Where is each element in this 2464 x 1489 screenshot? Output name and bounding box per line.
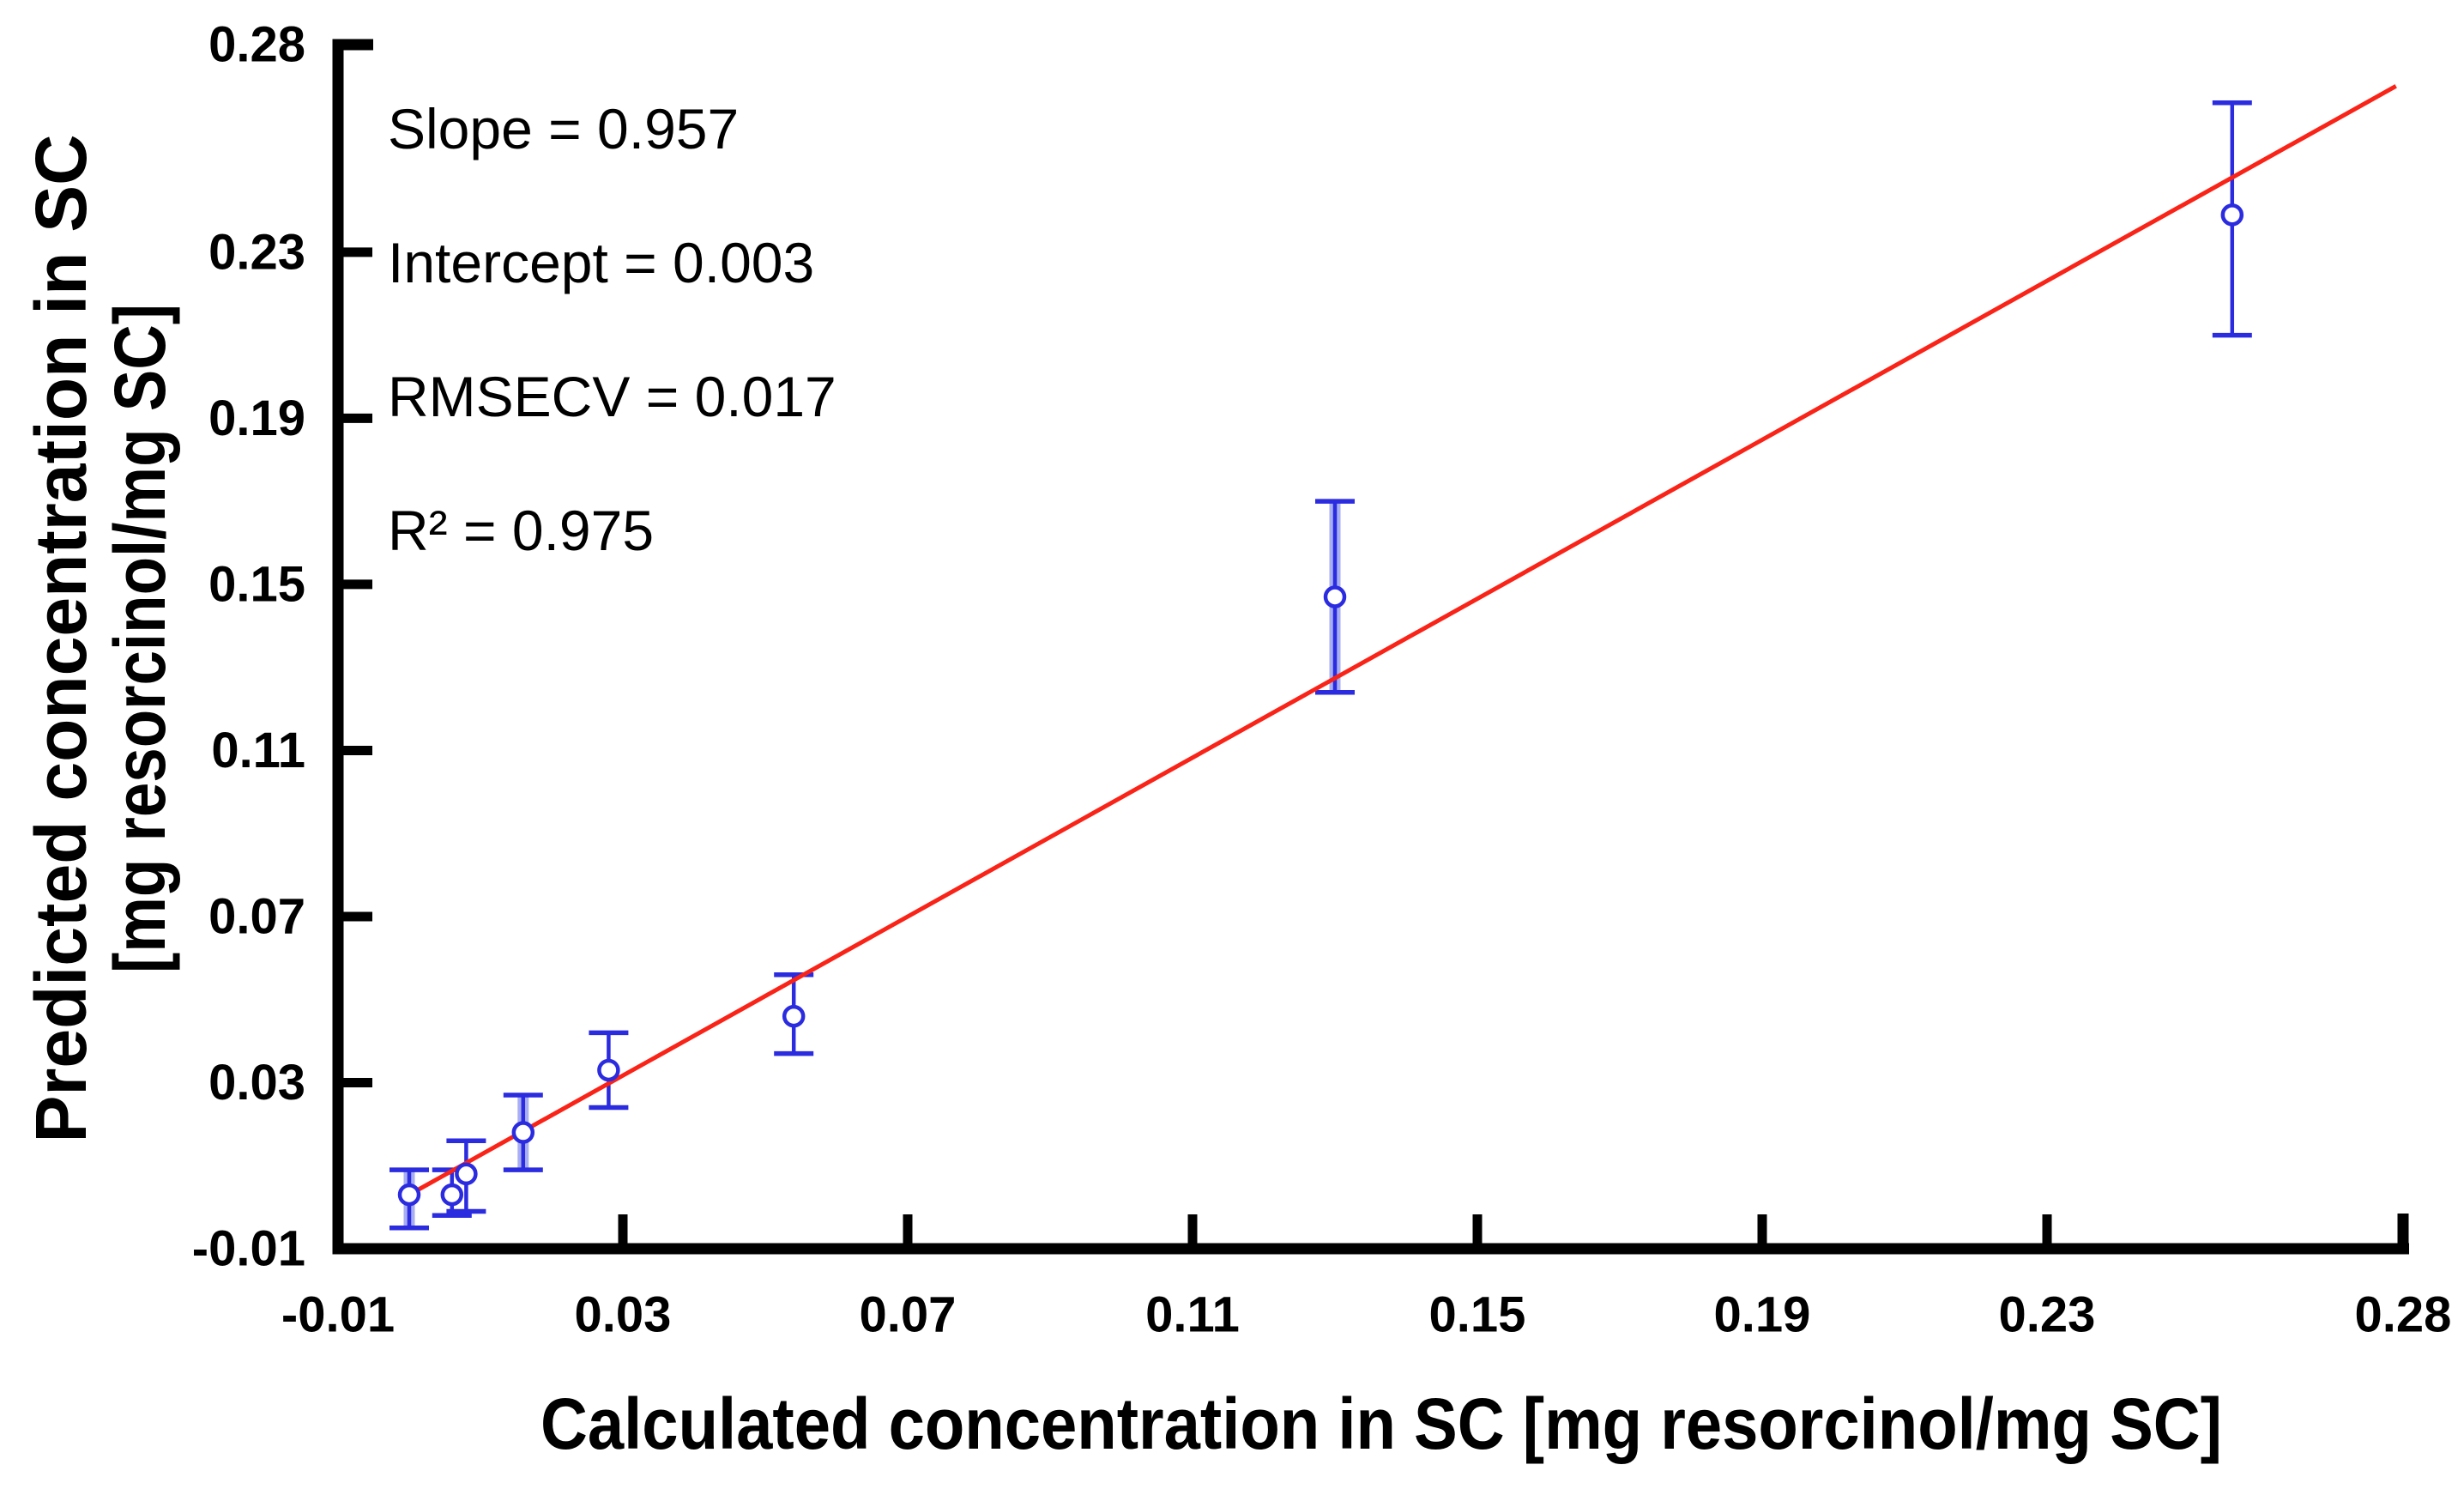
y-tick-label: 0.11 — [211, 723, 305, 778]
data-point-marker — [1323, 585, 1347, 608]
x-tick-label: 0.19 — [1714, 1287, 1811, 1343]
y-tick-label: 0.19 — [208, 390, 305, 446]
x-tick-label: 0.23 — [1999, 1287, 2096, 1343]
annotation-slope: Slope = 0.957 — [388, 97, 739, 160]
annotation-r-squared: R² = 0.975 — [388, 499, 654, 562]
tick-labels: -0.01 0.03 0.07 0.11 0.15 0.19 0.23 0.28 -0.01 0.… — [192, 17, 2452, 1343]
annotation-intercept: Intercept = 0.003 — [388, 231, 814, 294]
axes — [332, 39, 2409, 1255]
x-tick-label: 0.11 — [1145, 1287, 1240, 1343]
annotation-rmsecv: RMSECV = 0.017 — [388, 365, 836, 428]
y-tick-label: 0.03 — [208, 1055, 305, 1111]
y-tick-label: 0.28 — [208, 17, 305, 73]
data-point-marker — [440, 1183, 464, 1207]
y-tick-label: 0.15 — [208, 556, 305, 612]
x-tick-label: -0.01 — [281, 1287, 395, 1343]
y-axis-title-line1: Predicted concentration in SC — [21, 135, 101, 1143]
data-point-marker — [2220, 203, 2244, 227]
x-axis-title: Calculated concentration in SC [mg resor… — [541, 1383, 2222, 1464]
data-points — [397, 203, 2244, 1207]
data-point-marker — [397, 1183, 421, 1207]
data-point-marker — [597, 1058, 620, 1082]
x-tick-label: 0.03 — [575, 1287, 672, 1343]
y-tick-label: 0.23 — [208, 224, 305, 280]
y-axis-title-line2: [mg resorcinol/mg SC] — [100, 304, 180, 973]
data-point-marker — [511, 1121, 535, 1144]
data-point-marker — [782, 1004, 806, 1028]
regression-line — [401, 84, 2397, 1201]
stats-annotations: Slope = 0.957 Intercept = 0.003 RMSECV =… — [388, 97, 836, 562]
y-tick-label: -0.01 — [192, 1221, 305, 1277]
x-tick-label: 0.15 — [1429, 1287, 1526, 1343]
y-tick-label: 0.07 — [208, 888, 305, 944]
x-tick-label: 0.07 — [860, 1287, 957, 1343]
data-point-marker — [455, 1162, 478, 1186]
x-tick-label: 0.28 — [2355, 1287, 2452, 1343]
